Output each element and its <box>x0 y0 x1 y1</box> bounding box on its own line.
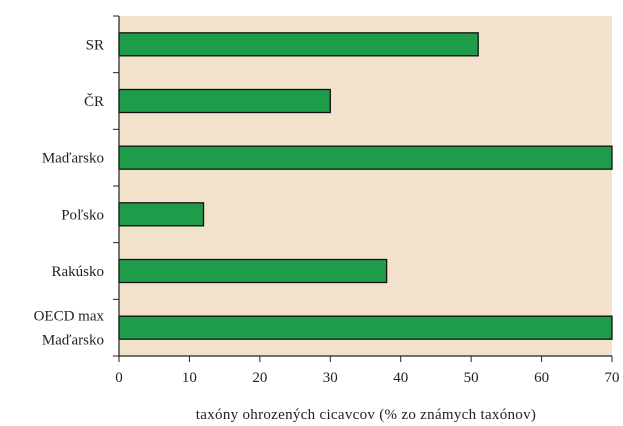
x-tick-label: 0 <box>115 370 123 386</box>
category-label: Maďarsko <box>42 333 104 349</box>
category-label: ČR <box>84 93 104 110</box>
x-axis-label: taxóny ohrozených cicavcov (% zo známych… <box>196 407 536 423</box>
bars-group <box>118 32 613 340</box>
y-categories-group: SR ČR Maďarsko Poľsko Rakúsko OECD max Maďarsk… <box>34 37 105 348</box>
category-label: Poľsko <box>61 207 104 223</box>
x-tick-label: 30 <box>323 370 338 386</box>
bar <box>118 88 331 114</box>
plot-background <box>119 16 612 356</box>
bar <box>118 32 479 57</box>
x-ticks-group: 0 10 20 30 40 50 60 70 <box>115 356 620 386</box>
category-label: Maďarsko <box>42 151 104 167</box>
category-label: SR <box>86 37 104 53</box>
x-tick-label: 50 <box>464 370 479 386</box>
bar <box>118 258 388 284</box>
x-tick-label: 60 <box>534 370 549 386</box>
x-tick-label: 20 <box>252 370 267 386</box>
x-tick-label: 10 <box>182 370 197 386</box>
x-tick-label: 70 <box>605 370 620 386</box>
category-label: OECD max <box>34 309 105 325</box>
category-label: Rakúsko <box>52 264 105 280</box>
x-tick-label: 40 <box>393 370 408 386</box>
axes-group <box>113 15 612 357</box>
bar <box>118 315 613 340</box>
bar <box>118 202 205 227</box>
bar <box>118 145 613 170</box>
